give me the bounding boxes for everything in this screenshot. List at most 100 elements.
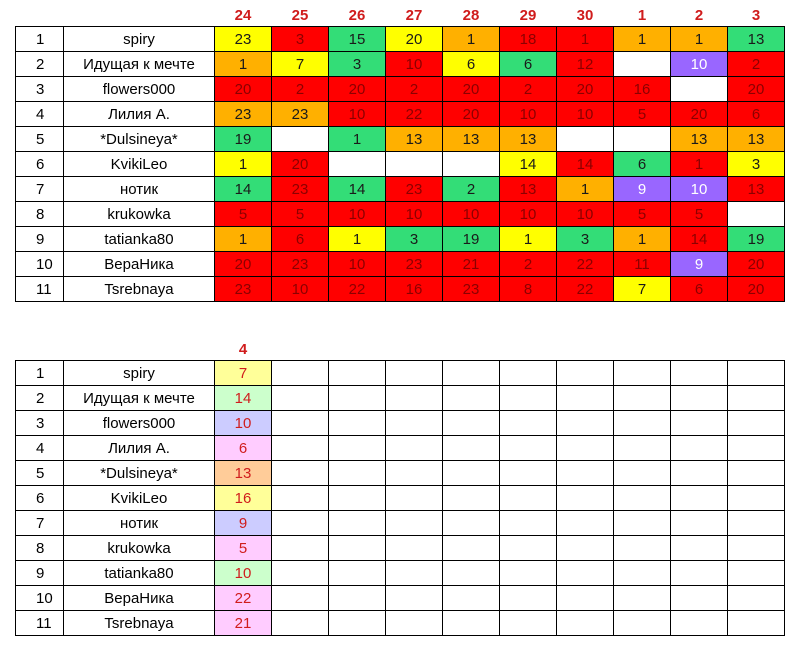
score-cell: 21 bbox=[442, 251, 500, 277]
score-cell: 2 bbox=[385, 76, 443, 102]
empty-cell bbox=[271, 535, 329, 561]
row-number: 9 bbox=[15, 226, 64, 252]
score-cell: 21 bbox=[214, 610, 272, 636]
empty-cell bbox=[613, 360, 671, 386]
day-header bbox=[671, 339, 728, 361]
empty-cell bbox=[556, 535, 614, 561]
participant-name: spiry bbox=[63, 26, 215, 52]
row-number: 4 bbox=[15, 435, 64, 461]
empty-cell bbox=[499, 410, 557, 436]
day-header: 3 bbox=[751, 7, 761, 24]
score-cell: 9 bbox=[670, 251, 728, 277]
day-header bbox=[443, 339, 500, 361]
score-cell: 13 bbox=[727, 26, 785, 52]
table-row: 7 нотик 14 23 14 23 2 13 1 9 10 13 bbox=[15, 176, 785, 202]
day-header bbox=[386, 339, 443, 361]
score-cell: 14 bbox=[214, 176, 272, 202]
day-header: 4 bbox=[238, 341, 248, 358]
table-row: 9 tatianka80 10 bbox=[15, 560, 785, 586]
empty-cell bbox=[385, 610, 443, 636]
empty-cell bbox=[556, 360, 614, 386]
empty-cell bbox=[328, 610, 386, 636]
score-cell: 20 bbox=[328, 76, 386, 102]
day-header bbox=[500, 339, 557, 361]
empty-cell bbox=[442, 385, 500, 411]
empty-cell bbox=[442, 410, 500, 436]
score-cell: 10 bbox=[214, 410, 272, 436]
empty-cell bbox=[385, 460, 443, 486]
empty-cell bbox=[271, 510, 329, 536]
empty-cell bbox=[727, 535, 785, 561]
score-cell: 23 bbox=[271, 251, 329, 277]
empty-cell bbox=[670, 385, 728, 411]
score-cell: 1 bbox=[556, 26, 614, 52]
empty-cell bbox=[727, 385, 785, 411]
score-cell: 1 bbox=[670, 151, 728, 177]
score-cell: 6 bbox=[214, 435, 272, 461]
score-cell: 20 bbox=[214, 76, 272, 102]
empty-cell bbox=[556, 410, 614, 436]
score-cell: 3 bbox=[727, 151, 785, 177]
participant-name: flowers000 bbox=[63, 410, 215, 436]
score-cell: 13 bbox=[499, 176, 557, 202]
day-header bbox=[557, 339, 614, 361]
score-cell: 20 bbox=[214, 251, 272, 277]
empty-cell bbox=[499, 360, 557, 386]
score-cell: 10 bbox=[556, 101, 614, 127]
row-number: 9 bbox=[15, 560, 64, 586]
participant-name: *Dulsineya* bbox=[63, 460, 215, 486]
score-cell: 5 bbox=[613, 201, 671, 227]
score-cell: 20 bbox=[442, 76, 500, 102]
participant-name: Tsrebnaya bbox=[63, 276, 215, 302]
score-cell: 20 bbox=[727, 276, 785, 302]
score-cell: 1 bbox=[499, 226, 557, 252]
score-cell: 22 bbox=[328, 276, 386, 302]
empty-cell bbox=[442, 485, 500, 511]
score-cell: 12 bbox=[556, 51, 614, 77]
score-cell bbox=[328, 151, 386, 177]
score-cell: 6 bbox=[670, 276, 728, 302]
empty-cell bbox=[670, 460, 728, 486]
score-cell: 1 bbox=[214, 226, 272, 252]
day-header: 1 bbox=[637, 7, 647, 24]
empty-cell bbox=[442, 435, 500, 461]
score-cell: 10 bbox=[328, 201, 386, 227]
participant-name: ВераНика bbox=[63, 585, 215, 611]
score-cell: 20 bbox=[385, 26, 443, 52]
empty-cell bbox=[271, 485, 329, 511]
score-cell: 7 bbox=[613, 276, 671, 302]
score-cell: 1 bbox=[214, 51, 272, 77]
score-cell: 23 bbox=[271, 101, 329, 127]
row-number: 10 bbox=[15, 251, 64, 277]
row-number: 6 bbox=[15, 151, 64, 177]
score-cell: 2 bbox=[727, 51, 785, 77]
table-row: 5 *Dulsineya* 19 1 13 13 13 13 13 bbox=[15, 126, 785, 152]
score-cell: 10 bbox=[214, 560, 272, 586]
score-cell: 13 bbox=[670, 126, 728, 152]
row-number: 4 bbox=[15, 101, 64, 127]
score-cell: 5 bbox=[670, 201, 728, 227]
table-row: 11 Tsrebnaya 21 bbox=[15, 610, 785, 636]
empty-cell bbox=[328, 435, 386, 461]
empty-cell bbox=[385, 510, 443, 536]
table-row: 2 Идущая к мечте 1 7 3 10 6 6 12 10 2 bbox=[15, 51, 785, 77]
score-cell: 14 bbox=[670, 226, 728, 252]
score-cell: 22 bbox=[556, 251, 614, 277]
row-number: 3 bbox=[15, 410, 64, 436]
empty-cell bbox=[556, 485, 614, 511]
empty-cell bbox=[670, 610, 728, 636]
score-cell: 10 bbox=[499, 201, 557, 227]
empty-cell bbox=[328, 385, 386, 411]
empty-cell bbox=[613, 435, 671, 461]
empty-cell bbox=[328, 410, 386, 436]
empty-cell bbox=[727, 360, 785, 386]
score-cell: 5 bbox=[214, 535, 272, 561]
row-number: 5 bbox=[15, 126, 64, 152]
day-header: 24 bbox=[234, 7, 252, 24]
score-cell bbox=[385, 151, 443, 177]
header-spacer bbox=[16, 5, 64, 27]
row-number: 1 bbox=[15, 360, 64, 386]
empty-cell bbox=[499, 385, 557, 411]
table-row: 7 нотик 9 bbox=[15, 510, 785, 536]
empty-cell bbox=[271, 585, 329, 611]
